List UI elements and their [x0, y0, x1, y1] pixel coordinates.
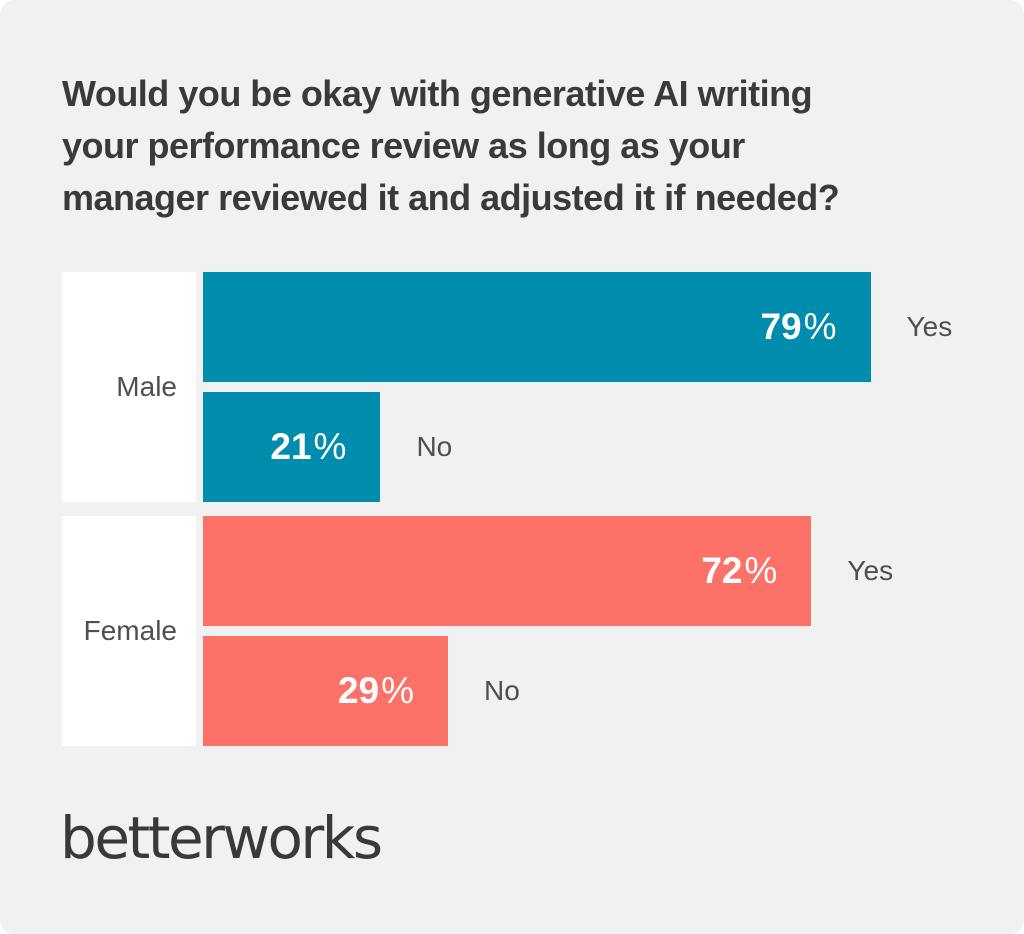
value-label-male-yes: 79% [760, 306, 836, 348]
percent-sign: % [744, 550, 778, 591]
category-label-box-female: Female [62, 516, 196, 746]
answer-label-male-yes: Yes [906, 311, 953, 342]
bar-female-yes: 72% [203, 516, 812, 626]
percent-value: 29 [337, 670, 380, 711]
category-label-female: Female [83, 615, 177, 646]
percent-sign: % [381, 670, 415, 711]
group-male: Male 79% Yes 21% [62, 272, 1024, 502]
bar-male-yes: 79% [203, 272, 871, 382]
bar-chart: Male 79% Yes 21% [62, 272, 1024, 746]
percent-value: 72 [701, 550, 743, 591]
percent-sign: % [803, 306, 837, 347]
value-label-female-yes: 72% [701, 550, 777, 592]
value-label-female-no: 29% [338, 670, 414, 712]
bar-male-no: 21% [203, 392, 381, 502]
answer-label-female-yes: Yes [847, 555, 894, 586]
bar-female-no: 29% [203, 636, 449, 746]
bar-row-male-yes: 79% Yes [203, 272, 1024, 382]
chart-title-line-2: your performance review as long as your [62, 125, 745, 166]
bar-row-male-no: 21% No [203, 392, 1024, 502]
bars-male: 79% Yes 21% No [203, 272, 1024, 502]
percent-value: 79 [760, 306, 802, 347]
betterworks-logo: betterworks [60, 804, 383, 872]
bar-row-female-yes: 72% Yes [203, 516, 1024, 626]
chart-title: Would you be okay with generative AI wri… [62, 68, 968, 224]
chart-title-line-3: manager reviewed it and adjusted it if n… [62, 177, 840, 218]
percent-value: 21 [270, 426, 312, 467]
bar-row-female-no: 29% No [203, 636, 1024, 746]
group-female: Female 72% Yes 29% [62, 516, 1024, 746]
answer-label-male-no: No [416, 431, 453, 462]
percent-sign: % [313, 426, 347, 467]
bars-female: 72% Yes 29% No [203, 516, 1024, 746]
category-label-box-male: Male [62, 272, 196, 502]
chart-title-line-1: Would you be okay with generative AI wri… [62, 73, 813, 114]
value-label-male-no: 21% [270, 426, 346, 468]
answer-label-female-no: No [484, 675, 520, 706]
category-label-male: Male [116, 371, 177, 402]
